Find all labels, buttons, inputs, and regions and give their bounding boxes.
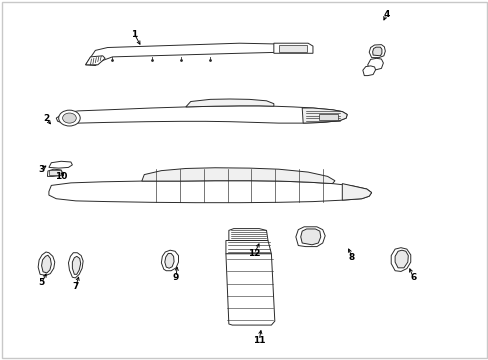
- Circle shape: [62, 113, 76, 123]
- Polygon shape: [161, 250, 178, 271]
- Text: 4: 4: [382, 10, 389, 19]
- Text: 12: 12: [247, 249, 260, 258]
- Polygon shape: [390, 248, 410, 271]
- FancyBboxPatch shape: [278, 45, 306, 52]
- Polygon shape: [49, 161, 72, 168]
- Polygon shape: [368, 45, 385, 58]
- Polygon shape: [164, 253, 174, 268]
- Polygon shape: [394, 250, 407, 268]
- Polygon shape: [85, 43, 283, 66]
- Polygon shape: [85, 56, 105, 65]
- Text: 10: 10: [55, 172, 67, 181]
- Text: 6: 6: [409, 273, 415, 282]
- FancyBboxPatch shape: [49, 170, 61, 175]
- Text: 5: 5: [39, 278, 44, 287]
- Polygon shape: [367, 58, 383, 70]
- Polygon shape: [49, 181, 371, 203]
- Text: 3: 3: [39, 165, 44, 174]
- FancyBboxPatch shape: [318, 114, 338, 120]
- Polygon shape: [300, 229, 320, 245]
- Polygon shape: [273, 43, 312, 53]
- Polygon shape: [47, 169, 62, 176]
- Polygon shape: [342, 184, 371, 200]
- Polygon shape: [225, 254, 274, 325]
- Polygon shape: [228, 229, 267, 240]
- Text: 1: 1: [131, 30, 137, 39]
- Circle shape: [59, 110, 80, 126]
- Polygon shape: [295, 227, 325, 247]
- Text: 2: 2: [43, 114, 49, 123]
- Polygon shape: [41, 255, 51, 273]
- Polygon shape: [68, 253, 83, 278]
- Polygon shape: [38, 252, 55, 275]
- Text: 7: 7: [72, 282, 79, 291]
- Polygon shape: [225, 240, 271, 254]
- Polygon shape: [362, 66, 375, 76]
- Text: 9: 9: [172, 273, 179, 282]
- Polygon shape: [142, 168, 334, 184]
- Polygon shape: [372, 47, 381, 56]
- Polygon shape: [72, 256, 81, 274]
- Text: 8: 8: [348, 253, 354, 262]
- Text: 11: 11: [252, 336, 265, 345]
- Polygon shape: [302, 108, 346, 123]
- Polygon shape: [56, 106, 346, 123]
- Polygon shape: [185, 99, 273, 107]
